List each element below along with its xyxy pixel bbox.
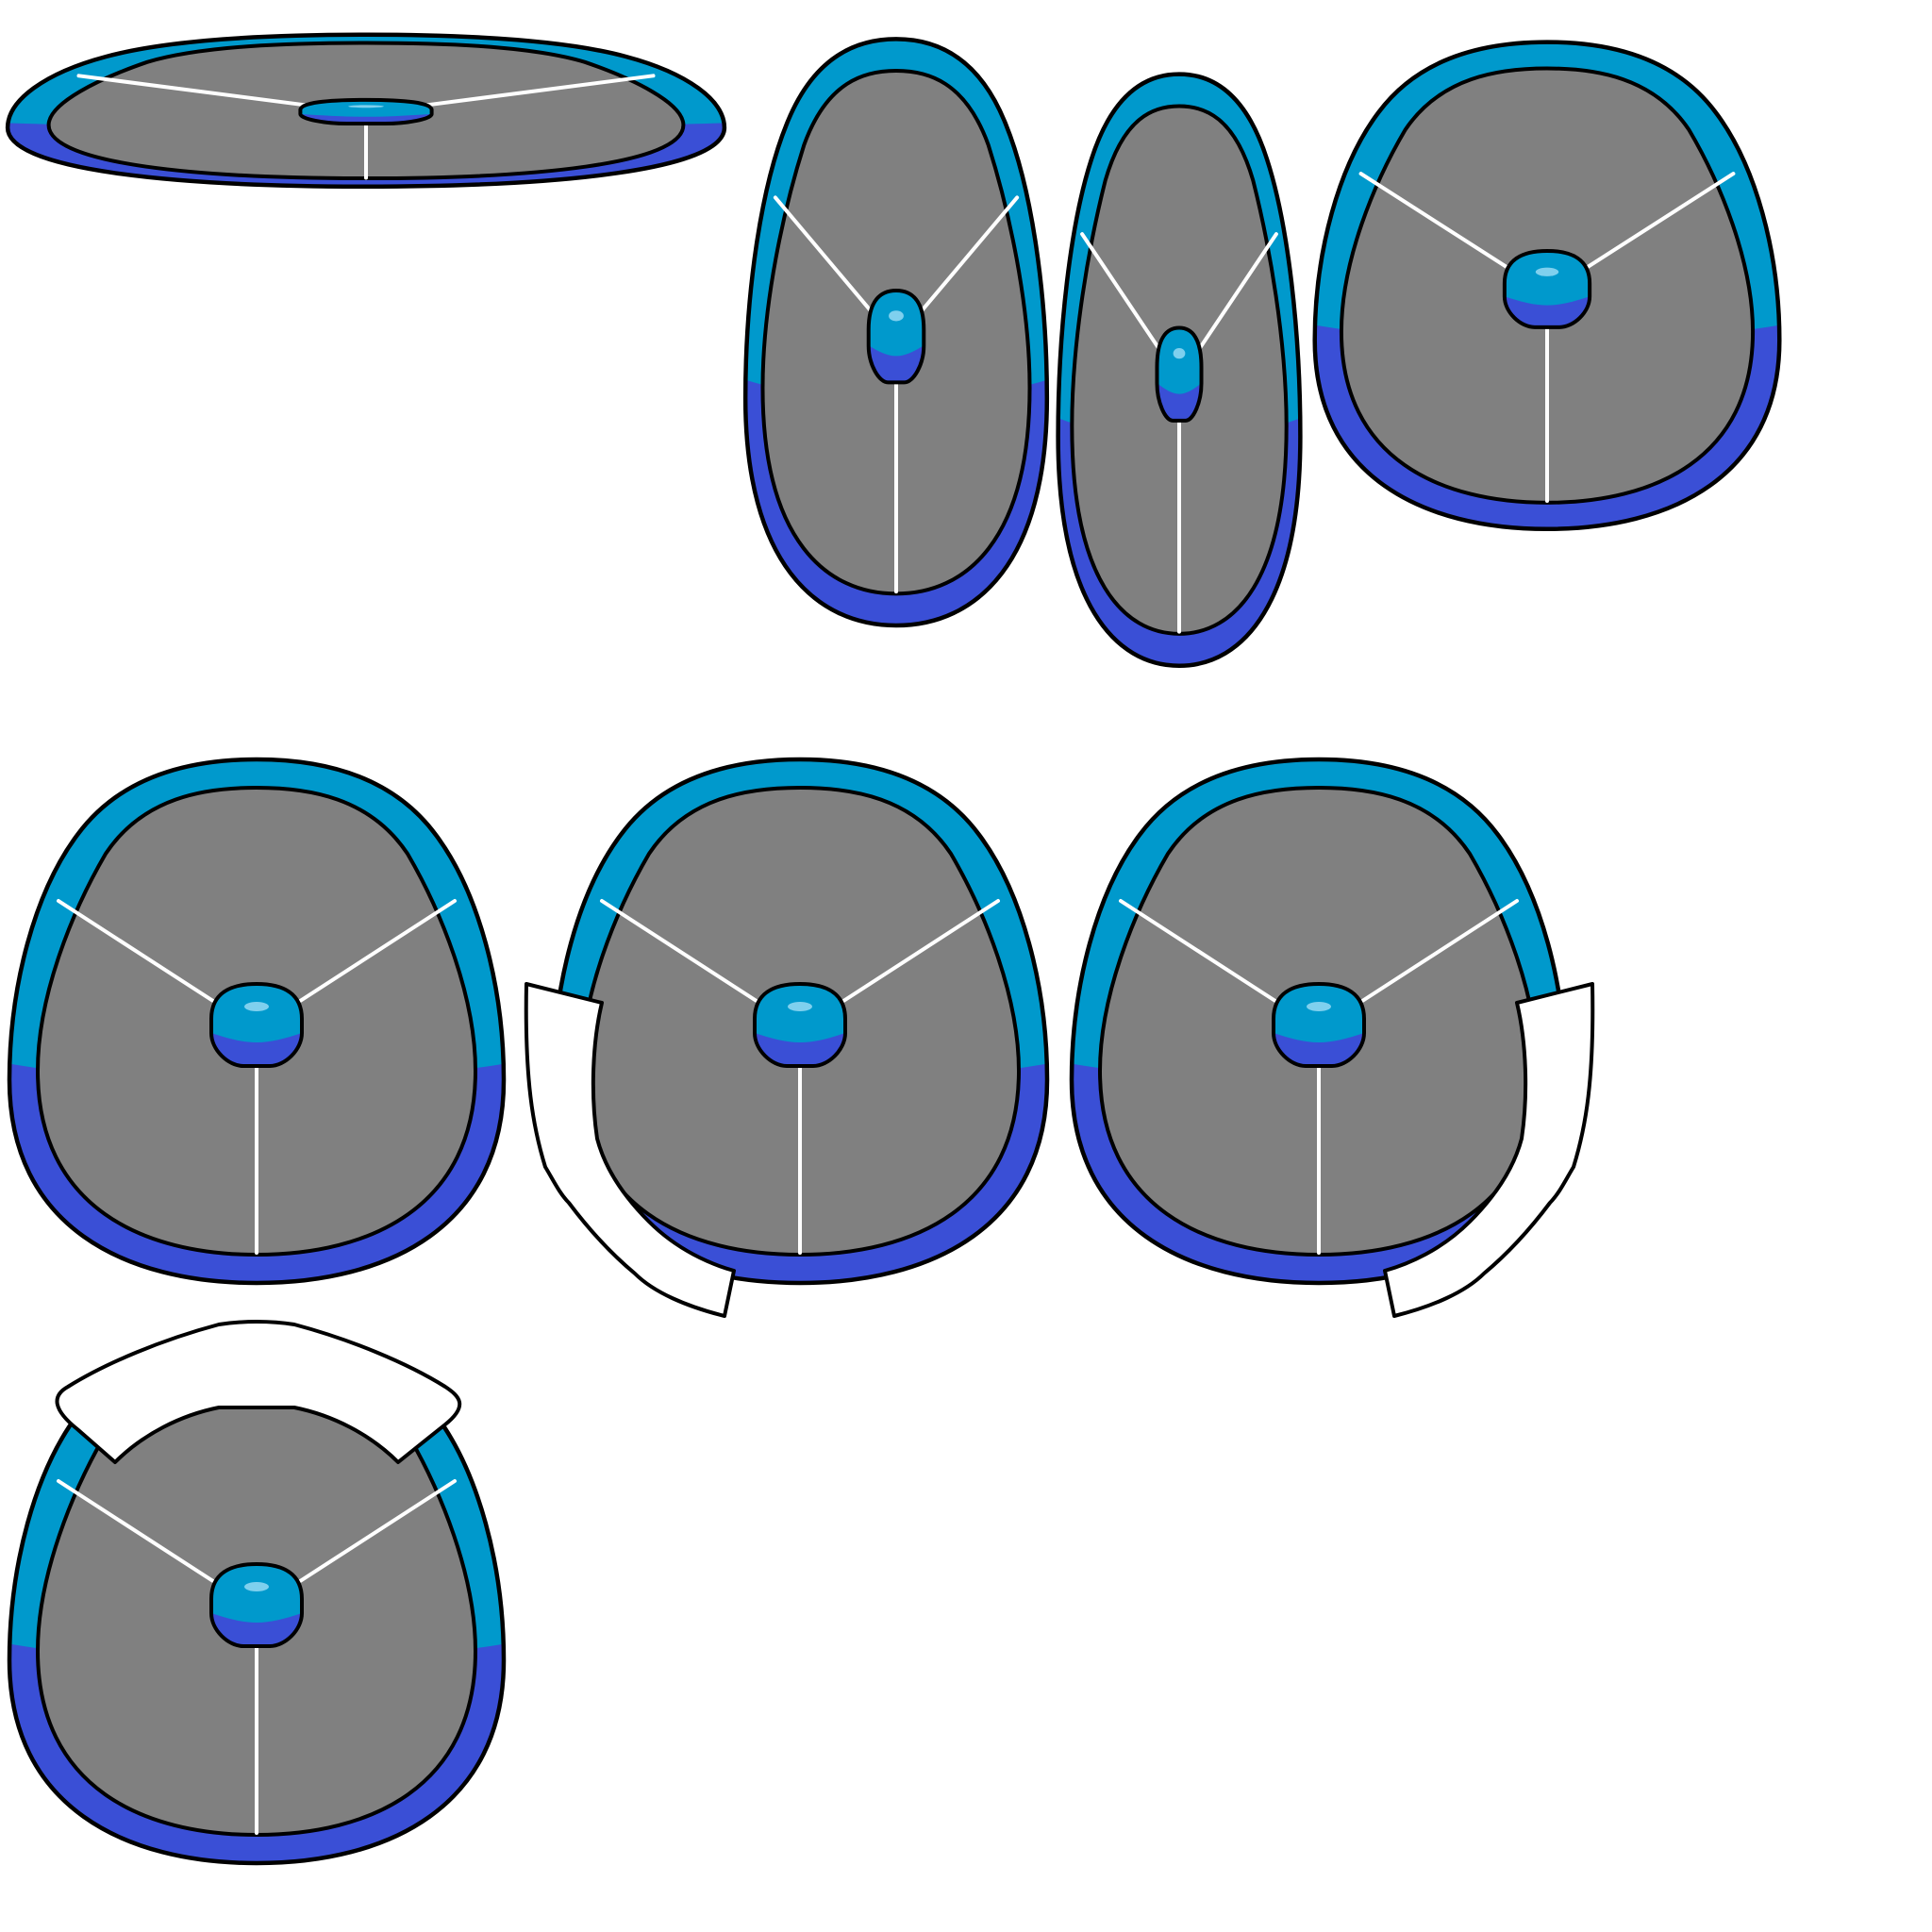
spoke-1: [1357, 901, 1517, 1005]
wheel-spokes: [775, 197, 1017, 591]
spoke-0: [78, 75, 311, 106]
wheel-spokes: [58, 901, 455, 1253]
wheel-left-hand-grip: [517, 759, 1083, 1325]
hub-highlight: [1173, 348, 1186, 359]
wheel-flat-top-view: [0, 35, 776, 199]
wheel-right-hand-grip: [1036, 759, 1602, 1325]
spoke-0: [602, 901, 762, 1005]
hub-button[interactable]: [869, 291, 924, 382]
hub-highlight: [788, 1002, 812, 1011]
top-glove-grip: [58, 1322, 460, 1462]
left-glove-grip: [526, 984, 734, 1316]
hub-highlight: [1307, 1002, 1331, 1011]
wheel-turning-narrow: [724, 39, 1069, 673]
hub-button[interactable]: [755, 984, 845, 1066]
wheel-spokes: [1082, 234, 1276, 631]
hub-button[interactable]: [211, 984, 302, 1066]
wheel-spokes: [1361, 174, 1734, 501]
hub-button[interactable]: [300, 100, 431, 124]
wheel-spokes: [58, 1481, 455, 1833]
hub-button[interactable]: [211, 1564, 302, 1646]
hub-highlight: [1535, 267, 1559, 276]
spoke-1: [421, 75, 654, 106]
spoke-0: [1121, 901, 1281, 1005]
wheel-front-view: [1281, 42, 1813, 569]
hub-button[interactable]: [1274, 984, 1364, 1066]
spoke-0: [1361, 174, 1512, 270]
wheel-spokes: [1121, 901, 1517, 1253]
wheel-front-view-2: [0, 759, 540, 1325]
spoke-0: [58, 1481, 219, 1585]
right-glove-grip: [1385, 984, 1592, 1316]
spoke-0: [58, 901, 219, 1005]
spoke-0: [775, 197, 874, 313]
wheel-turning-narrowest: [1041, 75, 1318, 714]
hub-highlight: [244, 1582, 269, 1591]
spoke-1: [919, 197, 1017, 313]
hub-highlight: [244, 1002, 269, 1011]
wheel-spokes: [78, 75, 653, 177]
hub-button[interactable]: [1157, 328, 1201, 421]
spoke-1: [294, 1481, 455, 1585]
hub-highlight: [348, 105, 384, 108]
spoke-1: [838, 901, 998, 1005]
wheel-top-hand-grip: [0, 1322, 540, 1906]
spoke-0: [1082, 234, 1160, 351]
wheel-spokes: [602, 901, 998, 1253]
spoke-1: [1583, 174, 1734, 270]
spoke-1: [294, 901, 455, 1005]
hub-highlight: [889, 310, 904, 322]
spoke-1: [1198, 234, 1276, 351]
hub-button[interactable]: [1505, 251, 1590, 327]
